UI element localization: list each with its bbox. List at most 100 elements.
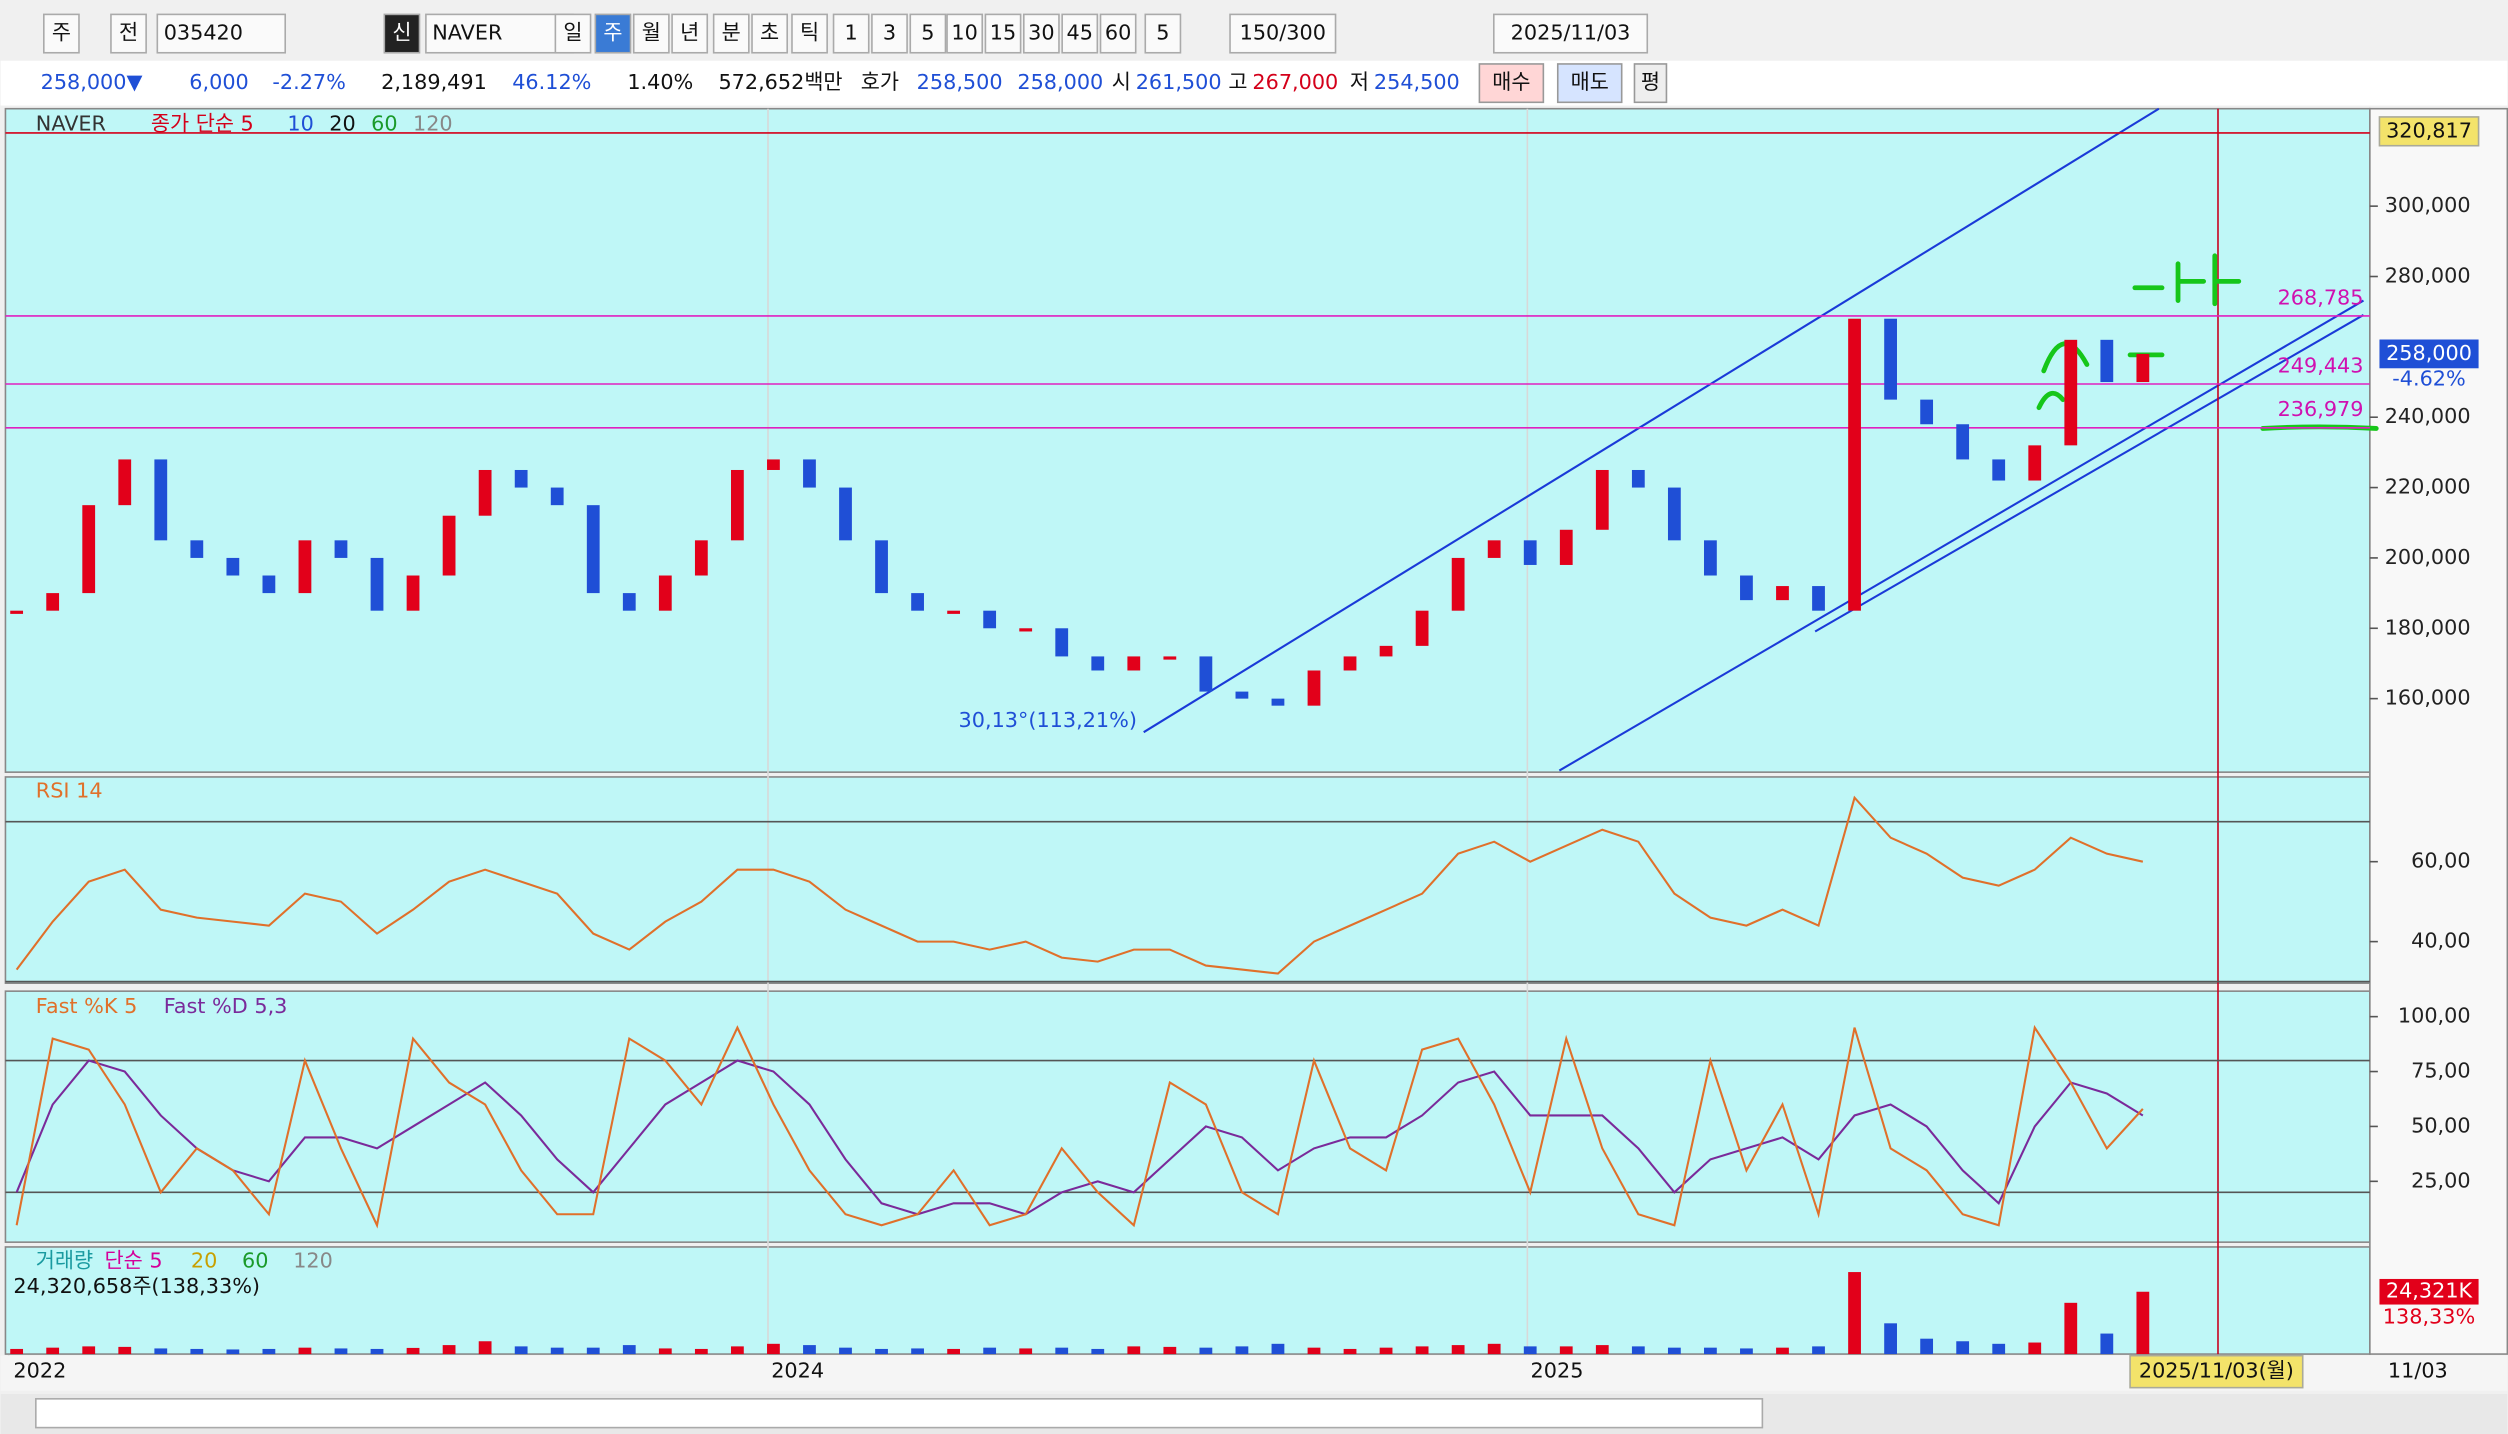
quote-value: 6,000 [189, 70, 248, 94]
candle [46, 593, 60, 611]
toolbar-button[interactable] [1022, 13, 1060, 54]
scroll-thumb[interactable] [35, 1398, 1764, 1429]
toolbar-button[interactable] [632, 13, 670, 54]
candle [1127, 656, 1141, 671]
volume-bar [226, 1349, 240, 1355]
order-button[interactable] [1478, 63, 1545, 104]
toolbar-button[interactable] [594, 13, 632, 54]
y-tick-label: 40,00 [2411, 929, 2470, 953]
toolbar-button[interactable] [110, 13, 147, 54]
volume-bar [1595, 1345, 1609, 1355]
candle [1055, 628, 1069, 657]
candle [586, 505, 600, 594]
y-tick-label: 240,000 [2385, 404, 2471, 428]
candle [190, 540, 204, 558]
toolbar-button[interactable] [1061, 13, 1099, 54]
toolbar-label: 주 [52, 21, 71, 45]
quote-value: 258,500 [917, 70, 1003, 94]
toolbar-label: 일 [563, 21, 582, 45]
volume-box [2379, 1278, 2479, 1305]
toolbar-button[interactable] [871, 13, 908, 54]
toolbar-button[interactable] [751, 13, 788, 54]
handwriting-sell [2132, 253, 2242, 307]
level-label: 268,785 [2278, 285, 2364, 309]
quote-value: 572,652백만 [718, 70, 842, 94]
toolbar-button[interactable] [946, 13, 984, 54]
toolbar-button[interactable] [832, 13, 870, 54]
candle [803, 459, 816, 488]
channel-line [1558, 299, 2364, 772]
volume-bar [1920, 1338, 1934, 1355]
volume-bar [478, 1341, 492, 1355]
volume-bar [1848, 1272, 1861, 1355]
candle [1307, 670, 1321, 706]
toolbar-button[interactable] [425, 13, 574, 54]
volume-bar [1704, 1347, 1717, 1355]
legend-entry: 10 [287, 112, 313, 136]
level-box [2378, 116, 2480, 147]
toolbar-button[interactable] [1493, 13, 1649, 54]
candle [767, 459, 780, 470]
candle [550, 487, 564, 506]
candle [658, 575, 672, 611]
candle [1920, 399, 1934, 425]
order-button[interactable] [1633, 63, 1668, 104]
toolbar-button[interactable] [156, 13, 287, 54]
candle [1704, 540, 1717, 576]
volume-bar [1451, 1345, 1465, 1355]
toolbar-label: 1 [845, 21, 858, 45]
volume-bar [1523, 1346, 1537, 1355]
volume-bar [1343, 1348, 1357, 1355]
order-button-label: 매수 [1492, 70, 1530, 94]
candle [875, 540, 888, 594]
legend-entry: Fast %K 5 [36, 994, 137, 1018]
candle [406, 575, 420, 611]
quote-value: 시 [1112, 70, 1131, 94]
volume-bar [1776, 1347, 1789, 1355]
volume-bar [1740, 1348, 1753, 1355]
toolbar-button[interactable] [909, 13, 947, 54]
candle [1451, 557, 1465, 611]
y-tick-label: 220,000 [2385, 475, 2471, 499]
order-button[interactable] [1556, 63, 1623, 104]
toolbar-button[interactable] [383, 13, 421, 54]
candle [839, 487, 852, 541]
volume-bar [2100, 1333, 2114, 1355]
toolbar-label: NAVER [432, 21, 502, 45]
candle [1740, 575, 1753, 601]
candle [1199, 656, 1213, 692]
candle [983, 610, 997, 629]
pane-title: NAVER [36, 112, 106, 136]
toolbar-button[interactable] [712, 13, 750, 54]
toolbar-button[interactable] [554, 13, 592, 54]
channel-line [1143, 107, 2160, 734]
toolbar-button[interactable] [1229, 13, 1337, 54]
volume-bar [550, 1347, 564, 1355]
toolbar-button[interactable] [43, 13, 80, 54]
toolbar-button[interactable] [791, 13, 828, 54]
toolbar-button[interactable] [671, 13, 709, 54]
toolbar-label: 주 [603, 21, 622, 45]
toolbar-button[interactable] [984, 13, 1022, 54]
legend-entry: 120 [413, 112, 453, 136]
candle [1091, 656, 1105, 671]
x-tick-label: 2025 [1531, 1359, 1584, 1383]
toolbar-label: 분 [722, 21, 741, 45]
candle [1992, 459, 2006, 481]
candle [2100, 339, 2114, 383]
toolbar-button[interactable] [1099, 13, 1137, 54]
toolbar-button[interactable] [1144, 13, 1182, 54]
candle [1019, 628, 1033, 632]
candle [1415, 610, 1429, 646]
candle [1523, 540, 1537, 565]
stoch-pane [4, 990, 2371, 1243]
candle [298, 540, 312, 594]
toolbar-label: 틱 [800, 21, 819, 45]
candle [1667, 487, 1681, 541]
quote-value: 267,000 [1252, 70, 1338, 94]
volume-bar [2064, 1302, 2078, 1355]
volume-bar [334, 1348, 348, 1355]
quote-value: 46.12% [512, 70, 591, 94]
legend-entry: 60 [371, 112, 397, 136]
